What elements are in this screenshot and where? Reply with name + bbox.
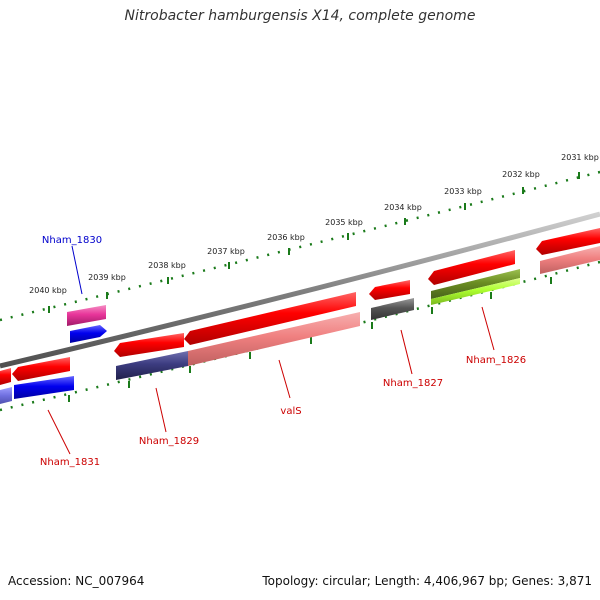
scale-label: 2032 kbp [502, 170, 540, 179]
scale-label: 2038 kbp [148, 261, 186, 270]
gene-arrow [369, 280, 410, 300]
outer-major-ticks [48, 172, 580, 313]
gene-label-nham-1830: Nham_1830 [42, 235, 102, 246]
scale-label: 2034 kbp [384, 203, 422, 212]
gene-arrow [0, 368, 11, 385]
scale-label: 2031 kbp [561, 153, 599, 162]
gene-arrow [0, 387, 12, 404]
scale-label: 2033 kbp [444, 187, 482, 196]
gene-label-nham-1827: Nham_1827 [383, 378, 443, 389]
gene-arrow [114, 333, 184, 357]
gene-arrow [184, 292, 356, 345]
gene-label-nham-1826: Nham_1826 [466, 355, 526, 366]
gene-label-nham-1829: Nham_1829 [139, 436, 199, 447]
gene-arrow [188, 312, 360, 366]
scale-label: 2039 kbp [88, 273, 126, 282]
gene-arrow [431, 269, 520, 299]
map-title: Nitrobacter hamburgensis X14, complete g… [124, 8, 476, 24]
gene-arrow [116, 351, 188, 380]
gene-arrow [371, 298, 414, 320]
gene-arrow [67, 305, 106, 326]
gene-arrow [431, 278, 520, 305]
forward-strand-genes [0, 228, 600, 385]
gene-arrow [428, 250, 515, 285]
outer-scale-ring [0, 170, 600, 322]
gene-arrow [536, 228, 600, 255]
scale-label: 2036 kbp [267, 233, 305, 242]
gene-label-nham-1831: Nham_1831 [40, 457, 100, 468]
gene-arrow [540, 246, 600, 274]
gene-arrow [14, 376, 74, 399]
inner-major-ticks [68, 277, 552, 402]
accession-text: Accession: NC_007964 [8, 574, 145, 588]
gene-labels: Nham_1830 Nham_1831 Nham_1829 valS Nham_… [40, 235, 526, 468]
outer-track-genes [67, 305, 107, 343]
gene-arrow [12, 357, 70, 381]
scale-label: 2040 kbp [29, 286, 67, 295]
label-leaders [47, 245, 495, 455]
scale-label: 2037 kbp [207, 247, 245, 256]
scale-labels: 2040 kbp 2039 kbp 2038 kbp 2037 kbp 2036… [29, 153, 599, 295]
scale-label: 2035 kbp [325, 218, 363, 227]
genome-summary-text: Topology: circular; Length: 4,406,967 bp… [262, 574, 592, 588]
gene-label-vals: valS [280, 406, 301, 417]
reverse-strand-genes [0, 246, 600, 404]
gene-arrow [70, 325, 107, 343]
genome-backbone [0, 211, 600, 369]
